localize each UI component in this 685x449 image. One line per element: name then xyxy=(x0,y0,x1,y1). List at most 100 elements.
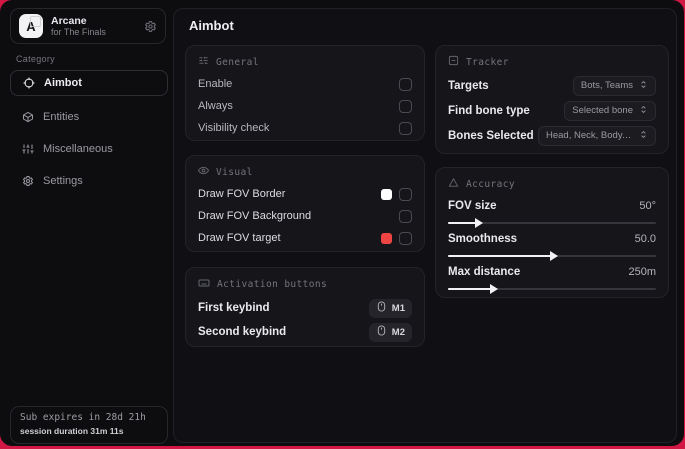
smoothness-slider[interactable] xyxy=(448,251,656,261)
fov-border-color-swatch[interactable] xyxy=(381,188,392,200)
always-checkbox[interactable] xyxy=(399,99,412,113)
session-duration-text: session duration 31m 11s xyxy=(20,426,124,436)
card-visual: Visual Draw FOV Border Draw FOV Backgrou… xyxy=(185,155,425,252)
slider-label: Smoothness xyxy=(448,233,518,245)
slider-thumb[interactable] xyxy=(489,284,498,294)
slider-label: FOV size xyxy=(448,200,497,212)
fov-target-color-swatch[interactable] xyxy=(381,232,392,244)
setting-row-enable: Enable xyxy=(198,73,412,95)
setting-label: Draw FOV Background xyxy=(198,210,312,222)
sub-expiry-text: Sub expires in 28d 21h xyxy=(20,412,146,423)
slider-label: Max distance xyxy=(448,266,521,278)
card-tracker: Tracker Targets Bots, Teams Find bone ty… xyxy=(435,45,669,154)
page-title: Aimbot xyxy=(189,18,234,33)
slider-group-max-distance: Max distance 250m xyxy=(448,264,656,294)
setting-label: Always xyxy=(198,100,233,112)
dropdown-value: Head, Neck, Body, Pe... xyxy=(546,130,633,141)
card-title: Activation buttons xyxy=(217,279,328,290)
card-accuracy: Accuracy FOV size 50° Smoothness 50.0 xyxy=(435,167,669,298)
setting-label: Draw FOV target xyxy=(198,232,281,244)
slider-thumb[interactable] xyxy=(550,251,558,261)
brand-name: Arcane xyxy=(51,14,87,27)
keybind-row-first: First keybind M1 xyxy=(198,296,412,320)
slider-group-smoothness: Smoothness 50.0 xyxy=(448,231,656,261)
max-distance-slider[interactable] xyxy=(448,284,656,294)
enable-checkbox[interactable] xyxy=(399,77,412,91)
card-title: Visual xyxy=(216,166,253,178)
crosshair-icon xyxy=(22,77,35,89)
tracker-label: Bones Selected xyxy=(448,129,534,142)
mouse-icon xyxy=(376,301,387,315)
sidebar-nav: Aimbot Entities xyxy=(10,70,168,196)
targets-dropdown[interactable]: Bots, Teams xyxy=(572,75,656,96)
setting-label: Enable xyxy=(198,78,233,90)
chevrons-up-down-icon xyxy=(639,130,648,142)
triangle-icon xyxy=(448,177,459,191)
mouse-icon xyxy=(376,325,387,339)
sidebar-item-miscellaneous[interactable]: Miscellaneous xyxy=(10,136,168,162)
keybind-row-second: Second keybind M2 xyxy=(198,320,412,344)
eye-icon xyxy=(197,165,210,179)
brand-box: A Arcane for The Finals xyxy=(10,8,166,44)
sliders-icon xyxy=(21,143,34,155)
fov-size-slider[interactable] xyxy=(448,218,656,228)
dropdown-value: Bots, Teams xyxy=(580,80,633,91)
fov-background-checkbox[interactable] xyxy=(399,209,412,223)
slider-group-fov-size: FOV size 50° xyxy=(448,198,656,228)
find-bone-type-dropdown[interactable]: Selected bone xyxy=(564,100,656,121)
setting-label: Draw FOV Border xyxy=(198,188,286,200)
visibility-check-checkbox[interactable] xyxy=(399,121,412,135)
sidebar-item-aimbot[interactable]: Aimbot xyxy=(10,70,168,96)
slider-value: 50° xyxy=(639,200,656,212)
slider-thumb[interactable] xyxy=(475,218,484,228)
gear-icon xyxy=(21,175,34,187)
keybind-label: First keybind xyxy=(198,302,270,314)
category-label: Category xyxy=(16,54,55,64)
chevrons-up-down-icon xyxy=(639,80,648,92)
cube-icon xyxy=(21,111,34,123)
chevrons-up-down-icon xyxy=(639,105,648,117)
square-minus-icon xyxy=(448,55,459,69)
sidebar-item-label: Miscellaneous xyxy=(43,143,113,155)
tracker-row-find-bone-type: Find bone type Selected bone xyxy=(448,98,656,123)
card-activation-buttons: Activation buttons First keybind M1 Seco… xyxy=(185,267,425,347)
setting-row-fov-target: Draw FOV target xyxy=(198,227,412,249)
card-general: General Enable Always Visibility check xyxy=(185,45,425,141)
setting-label: Visibility check xyxy=(198,122,270,134)
brand-logo: A xyxy=(19,14,43,38)
sidebar-item-label: Settings xyxy=(43,175,83,187)
tracker-row-targets: Targets Bots, Teams xyxy=(448,73,656,98)
gear-icon[interactable] xyxy=(144,20,157,33)
keybind-label: Second keybind xyxy=(198,326,287,338)
first-keybind-button[interactable]: M1 xyxy=(368,298,412,318)
keyboard-icon xyxy=(198,277,210,292)
main-panel: Aimbot General Enable Always xyxy=(173,8,677,443)
bones-selected-dropdown[interactable]: Head, Neck, Body, Pe... xyxy=(538,125,656,146)
sidebar-item-label: Aimbot xyxy=(44,77,82,89)
setting-row-fov-background: Draw FOV Background xyxy=(198,205,412,227)
brand-subtitle: for The Finals xyxy=(51,26,106,37)
fov-border-checkbox[interactable] xyxy=(399,187,412,201)
setting-row-always: Always xyxy=(198,95,412,117)
sidebar-item-label: Entities xyxy=(43,111,80,123)
slider-value: 250m xyxy=(628,266,656,278)
setting-row-fov-border: Draw FOV Border xyxy=(198,183,412,205)
card-title: General xyxy=(216,56,259,68)
card-title: Tracker xyxy=(466,56,509,68)
tracker-label: Find bone type xyxy=(448,104,530,117)
sliders-horizontal-icon xyxy=(198,55,209,69)
second-keybind-button[interactable]: M2 xyxy=(368,322,412,342)
card-title: Accuracy xyxy=(466,178,515,190)
keybind-value: M2 xyxy=(391,326,405,338)
tracker-row-bones-selected: Bones Selected Head, Neck, Body, Pe... xyxy=(448,123,656,148)
tracker-label: Targets xyxy=(448,79,489,92)
subscription-info: Sub expires in 28d 21h session duration … xyxy=(10,406,168,444)
setting-row-visibility-check: Visibility check xyxy=(198,117,412,139)
fov-target-checkbox[interactable] xyxy=(399,231,412,245)
dropdown-value: Selected bone xyxy=(572,105,633,116)
slider-value: 50.0 xyxy=(634,233,656,245)
sidebar-item-settings[interactable]: Settings xyxy=(10,168,168,194)
keybind-value: M1 xyxy=(391,302,405,314)
sidebar-item-entities[interactable]: Entities xyxy=(10,104,168,130)
